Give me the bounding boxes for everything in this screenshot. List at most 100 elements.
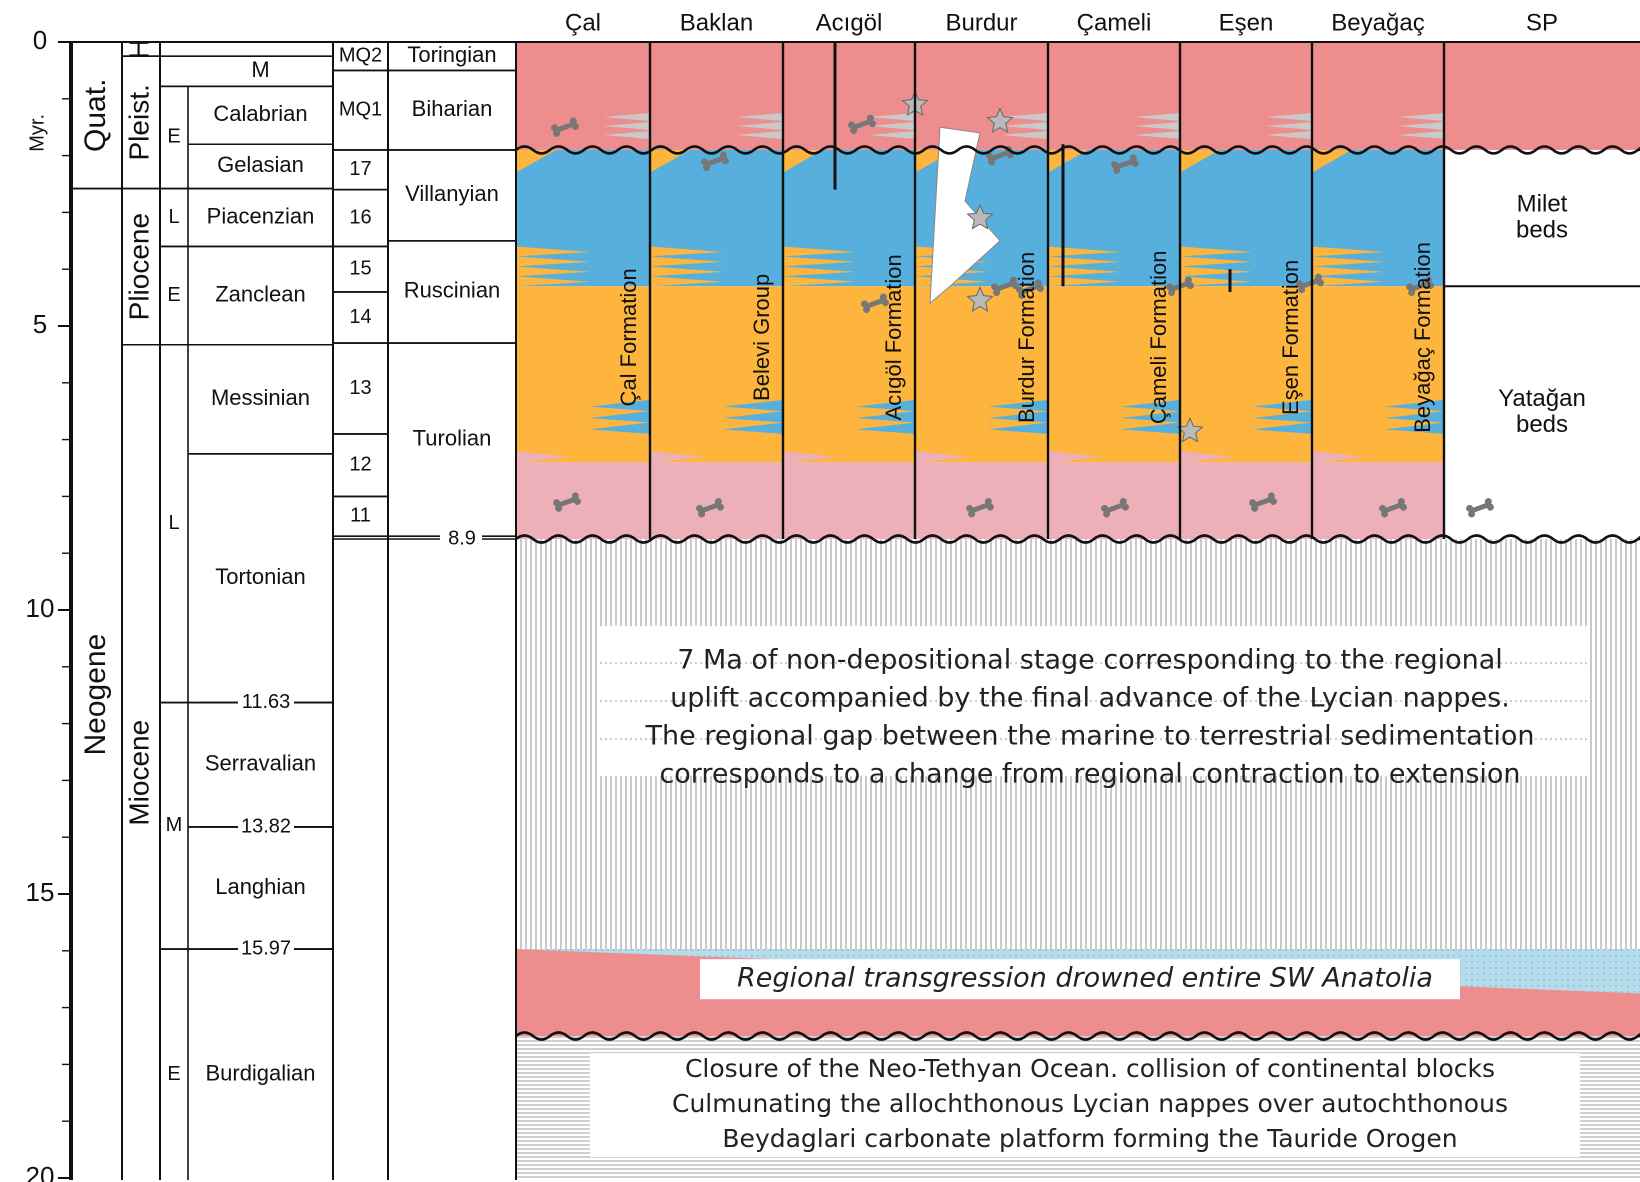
- mn-zone-label: 12: [349, 453, 371, 475]
- bone-knob: [986, 152, 994, 160]
- bone-knob: [993, 288, 1001, 296]
- fluvial-tongue: [1048, 276, 1121, 287]
- bone-knob: [571, 492, 579, 500]
- mammal-fossil-icon: [1249, 492, 1277, 512]
- pink-tongue: [516, 460, 570, 473]
- grey-wedge: [603, 122, 650, 130]
- bone-knob: [1129, 154, 1137, 162]
- pink-tongue: [650, 470, 704, 483]
- bone-knob: [986, 503, 994, 511]
- fluvial-unit: [1180, 286, 1312, 463]
- axis-tick-label: 5: [33, 309, 47, 339]
- bone-knob: [551, 124, 559, 132]
- stage-label: Messinian: [211, 385, 310, 410]
- bone-shaft: [864, 297, 886, 310]
- bone-knob: [1103, 510, 1111, 518]
- red-unit: [1312, 42, 1444, 150]
- bone-knob: [703, 164, 711, 172]
- fluvial-tongue: [650, 266, 724, 277]
- bone-shaft: [851, 118, 873, 131]
- fluvial-tongue: [650, 246, 724, 257]
- orogen-note-line: Culmunating the allochthonous Lycian nap…: [672, 1089, 1508, 1118]
- red-unit: [915, 42, 1048, 150]
- stage-label: Serravalian: [205, 751, 316, 776]
- bone-knob: [719, 151, 727, 159]
- bone-knob: [988, 158, 996, 166]
- bone-shaft: [556, 496, 578, 508]
- grey-wedge: [868, 131, 915, 139]
- pink-tongue: [915, 460, 969, 473]
- stage-label: Burdigalian: [205, 1061, 315, 1086]
- mammal-fossil-icon: [1466, 498, 1494, 518]
- lacustrine-tongue: [723, 411, 783, 423]
- grey-wedge: [1397, 122, 1444, 130]
- mammal-age-label: Turolian: [413, 425, 492, 450]
- pink-tongue: [650, 460, 704, 473]
- lacustrine-unit: [516, 149, 650, 287]
- lacustrine-tongue: [589, 411, 650, 423]
- pink-tongue: [1312, 460, 1365, 473]
- gap-note-line: 7 Ma of non-depositional stage correspon…: [677, 645, 1503, 676]
- fluvial-tongue: [1180, 256, 1253, 267]
- grey-wedge: [1133, 113, 1180, 121]
- red-unit: [1048, 42, 1180, 150]
- grey-wedge: [1001, 113, 1048, 121]
- pink-tongue: [783, 460, 836, 473]
- basin-name: SP: [1526, 9, 1558, 36]
- axis-tick-label: 10: [26, 593, 55, 623]
- fluvial-unit: [1312, 286, 1444, 463]
- bone-shaft: [1299, 277, 1321, 290]
- red-unit: [783, 42, 915, 150]
- grey-wedge: [1133, 122, 1180, 130]
- mammal-fossil-icon: [848, 114, 876, 135]
- bone-knob: [879, 293, 887, 301]
- label-knockout: [238, 691, 294, 714]
- fluvial-tongue: [783, 276, 856, 287]
- bone-knob: [984, 498, 992, 506]
- mn-zone-label: 14: [349, 306, 371, 328]
- bone-shaft: [1019, 283, 1041, 295]
- fluvial-tongue: [516, 246, 590, 257]
- sp-unit-label: beds: [1516, 216, 1568, 243]
- fluvial-tongue: [915, 149, 955, 173]
- basin-name: Beyağaç: [1331, 9, 1424, 36]
- bone-shaft: [1104, 501, 1126, 514]
- bone-knob: [1314, 273, 1322, 281]
- lacustrine-tongue: [589, 399, 650, 412]
- lacustrine-tongue: [855, 411, 915, 423]
- pink-tongue: [1048, 460, 1101, 473]
- grey-wedge: [603, 113, 650, 121]
- bone-shaft: [994, 280, 1016, 293]
- stage-label: Piacenzian: [207, 203, 315, 228]
- fluvial-unit: [1048, 286, 1180, 463]
- note-knockout: [700, 959, 1460, 1000]
- subepoch-label: L: [168, 206, 179, 228]
- grey-wedge: [1001, 131, 1048, 139]
- fluvial-unit: [516, 286, 650, 463]
- bone-knob: [1034, 279, 1042, 287]
- bone-knob: [573, 497, 581, 505]
- bone-shaft: [699, 501, 721, 514]
- period-label: Neogene: [79, 634, 112, 756]
- lacustrine-tongue: [855, 399, 915, 412]
- red-unit: [1444, 42, 1640, 150]
- bone-knob: [1468, 510, 1476, 518]
- bone-knob: [868, 120, 876, 128]
- fluvial-tongue: [1312, 256, 1385, 267]
- mammal-fossil-icon: [991, 276, 1019, 296]
- sp-unit-label: Milet: [1517, 190, 1568, 217]
- orogen-note-line: Closure of the Neo-Tethyan Ocean. collis…: [685, 1054, 1495, 1083]
- bone-knob: [881, 299, 889, 307]
- fluvial-tongue: [516, 149, 557, 173]
- bone-knob: [1036, 284, 1044, 292]
- bone-knob: [1316, 279, 1324, 287]
- lacustrine-tongue: [988, 422, 1048, 434]
- mn-zone-label: 11: [350, 505, 371, 527]
- note-knockout: [590, 1088, 1580, 1123]
- fluvial-tongue: [783, 256, 856, 267]
- basin-name: Eşen: [1219, 9, 1274, 36]
- bone-knob: [1269, 497, 1277, 505]
- mammal-fossil-icon: [966, 498, 994, 518]
- star-marker-icon: [986, 107, 1014, 134]
- pink-tongue: [915, 450, 969, 463]
